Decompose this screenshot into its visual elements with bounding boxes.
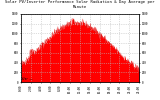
Text: Solar PV/Inverter Performance Solar Radiation & Day Average per Minute: Solar PV/Inverter Performance Solar Radi… — [5, 0, 155, 9]
Text: W/m² ——: W/m² —— — [22, 77, 32, 81]
